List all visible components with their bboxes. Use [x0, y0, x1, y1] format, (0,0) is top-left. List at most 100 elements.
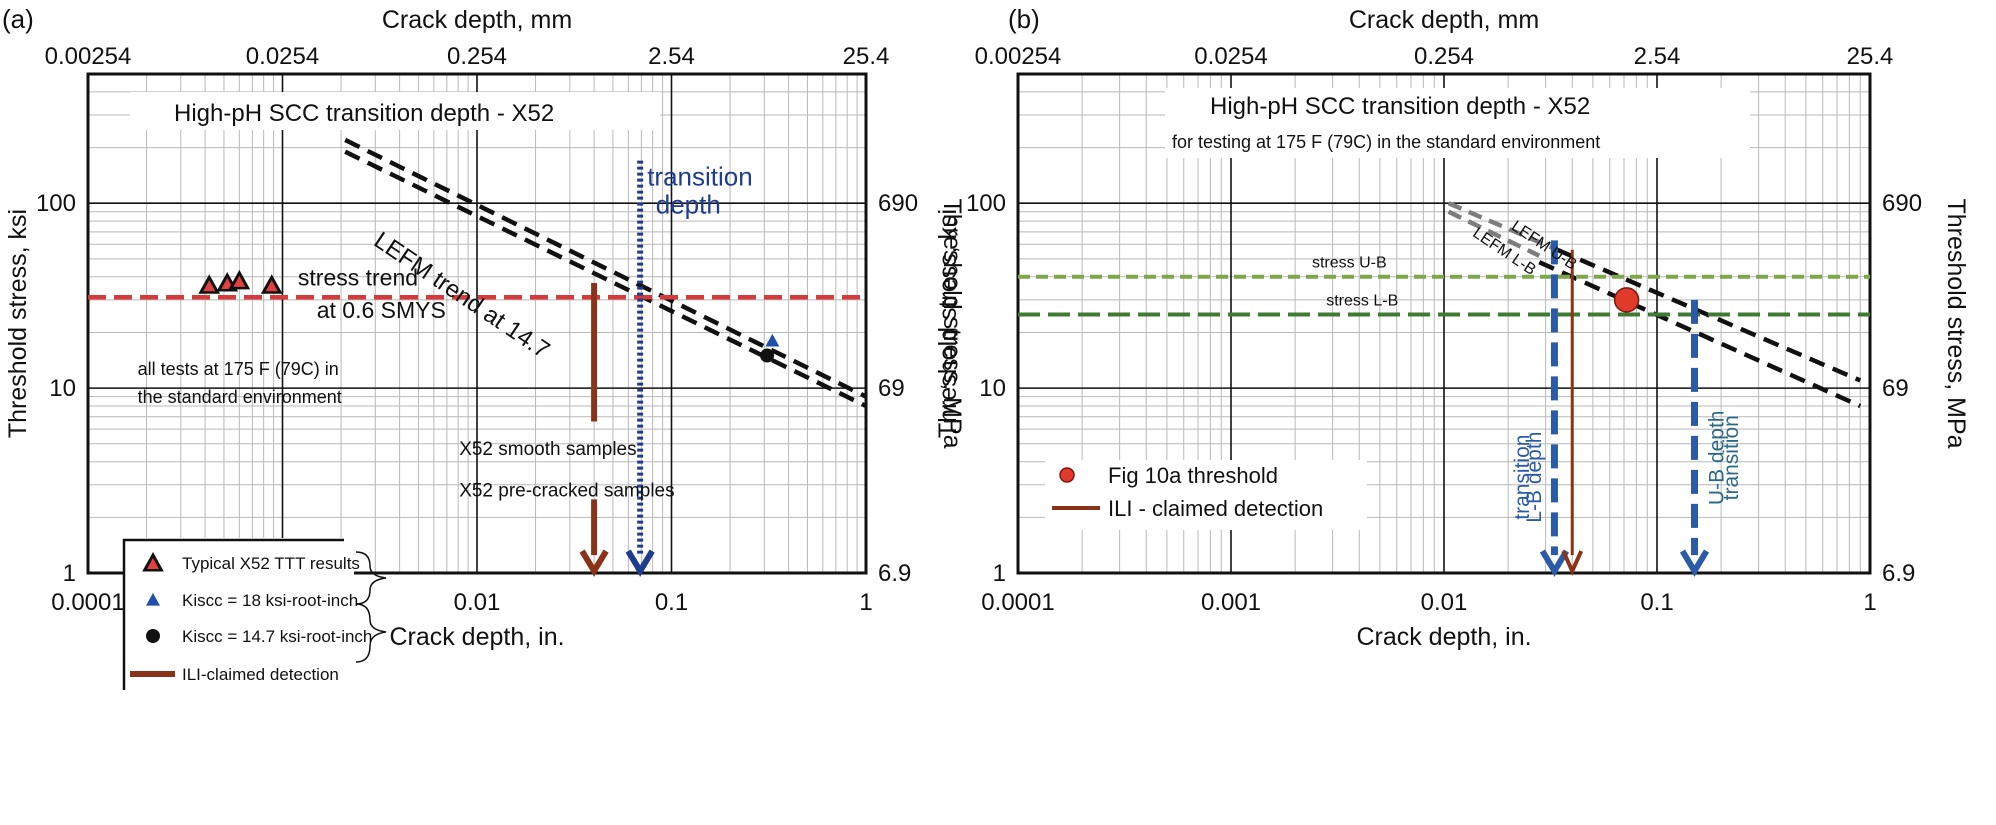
annotation: U-B depth [1705, 410, 1728, 505]
series-markers [198, 269, 780, 363]
x-tick-label: 0.01 [454, 589, 501, 616]
x2-tick-label: 2.54 [1634, 43, 1681, 70]
arrowhead-ili-arrow [579, 549, 609, 577]
point-typical-x52-ttt-results-inner [233, 275, 246, 287]
legend-label: Fig 10a threshold [1108, 463, 1278, 488]
point-typical-x52-ttt-results-inner [203, 280, 216, 292]
brace-precracked [355, 603, 387, 663]
annotation: the standard environment [138, 387, 342, 407]
y2-axis-label: Threshold stress, MPa [1942, 198, 1970, 448]
y-tick-label: 10 [49, 375, 76, 402]
axes: 0.0001 0.001 0.01 0.1 1 0.00254 0.0254 0.254 2.5… [934, 6, 1970, 651]
y2-tick-label: 6.9 [1882, 560, 1915, 587]
y-tick-label: 1 [993, 560, 1006, 587]
x2-tick-label: 0.254 [1414, 43, 1474, 70]
legend: Typical X52 TTT results Kiscc = 18 ksi-ro… [122, 538, 387, 690]
x-axis-label: Crack depth, in. [1356, 623, 1531, 651]
x2-axis-label: Crack depth, mm [382, 6, 572, 34]
annotation: stress L-B [1326, 292, 1398, 309]
x-tick-label: 0.1 [655, 589, 688, 616]
legend-label: Kiscc = 14.7 ksi-root-inch [182, 627, 372, 646]
x2-tick-label: 0.00254 [975, 43, 1062, 70]
y-tick-label: 100 [966, 190, 1006, 217]
arrowhead-transition-u-b-depth [1679, 549, 1710, 577]
panel-label: (b) [1008, 4, 1040, 34]
y-tick-label: 10 [979, 375, 1006, 402]
y2-tick-label: 690 [1882, 190, 1922, 217]
y-axis-label: Threshold stress, ksi [4, 209, 32, 438]
x-tick-label: 0.0001 [981, 589, 1054, 616]
x2-tick-label: 0.0254 [1194, 43, 1267, 70]
annotation: L-B depth [1523, 432, 1546, 523]
x2-tick-label: 0.254 [447, 43, 507, 70]
series-markers [1613, 287, 1640, 313]
annotation: stress U-B [1312, 254, 1387, 271]
y-axis-label: Threshold stress, ksi [934, 209, 962, 438]
legend: Fig 10a threshold ILI - claimed detection [1045, 460, 1367, 530]
annotation: X52 smooth samples [459, 439, 636, 460]
x2-tick-label: 25.4 [843, 43, 890, 70]
legend-swatch [146, 593, 160, 606]
legend-box-a [124, 538, 354, 690]
legend-swatch [1059, 467, 1075, 483]
title-box [1165, 88, 1750, 158]
series-lines [1018, 201, 1870, 577]
legend-label: Kiscc = 18 ksi-root-inch [182, 591, 358, 610]
x2-tick-label: 2.54 [648, 43, 695, 70]
x-tick-label: 1 [1863, 589, 1876, 616]
chart-subtitle: for testing at 175 F (79C) in the standa… [1172, 132, 1600, 152]
arrowhead-ili-claimed-detection [1561, 550, 1584, 576]
annotation: transition [1511, 435, 1534, 520]
x2-tick-label: 0.00254 [45, 43, 132, 70]
x-tick-label: 0.001 [1201, 589, 1261, 616]
y-tick-label: 1 [63, 560, 76, 587]
annotation: transition [647, 161, 753, 191]
y2-axis-label: Threshold stress, MPa [938, 198, 966, 448]
line-lefm-lower [344, 149, 867, 409]
legend-box-b [1045, 460, 1367, 530]
legend-swatch-inner [147, 558, 159, 569]
line-lefm-u-b-gray [1447, 201, 1559, 252]
line-lefm-upper [344, 137, 867, 399]
series-lines [88, 137, 867, 577]
legend-label: Typical X52 TTT results [182, 554, 360, 573]
y2-tick-label: 690 [878, 190, 918, 217]
chart-title: High-pH SCC transition depth - X52 [1210, 93, 1590, 120]
legend-label: ILI-claimed detection [182, 665, 339, 684]
panel-b: High-pH SCC transition depth - X52 for te… [934, 4, 1970, 651]
y-tick-label: 100 [36, 190, 76, 217]
point-kiscc-18-ksi-root-inch [765, 333, 780, 347]
x-tick-label: 0.1 [1640, 589, 1673, 616]
x2-tick-label: 0.0254 [246, 43, 319, 70]
chart-title: High-pH SCC transition depth - X52 [174, 100, 554, 127]
annotation: transition [1720, 415, 1743, 500]
point-kiscc-14-7-ksi-root-inch [760, 348, 775, 363]
point-typical-x52-ttt-results-inner [265, 280, 278, 292]
point-fig-10a-threshold [1613, 287, 1640, 313]
panel-label: (a) [2, 4, 34, 34]
axes: 0.00010.0010.010.110.002540.02540.2542.5… [4, 6, 966, 651]
y2-tick-label: 69 [1882, 375, 1909, 402]
annotation: depth [656, 189, 721, 219]
y2-tick-label: 6.9 [878, 560, 911, 587]
title-box [130, 92, 660, 130]
x2-axis-label: Crack depth, mm [1349, 6, 1539, 34]
x-tick-label: 1 [859, 589, 872, 616]
arrowhead-transition-depth [625, 549, 655, 577]
legend-label: ILI - claimed detection [1108, 496, 1323, 521]
legend-swatch [146, 629, 160, 643]
annotation: stress trend [298, 264, 418, 290]
x-tick-label: 0.0001 [51, 589, 124, 616]
line-lefm-l-b-gray [1447, 209, 1541, 258]
x2-tick-label: 25.4 [1847, 43, 1894, 70]
x-tick-label: 0.01 [1421, 589, 1468, 616]
annotation: all tests at 175 F (79C) in [138, 359, 339, 379]
annotation: X52 pre-cracked samples [459, 480, 674, 501]
legend-frame [122, 538, 344, 690]
y2-tick-label: 69 [878, 375, 905, 402]
annotation: at 0.6 SMYS [317, 297, 446, 323]
arrowhead-transition-l-b-depth [1539, 549, 1570, 577]
x-axis-label: Crack depth, in. [389, 623, 564, 651]
